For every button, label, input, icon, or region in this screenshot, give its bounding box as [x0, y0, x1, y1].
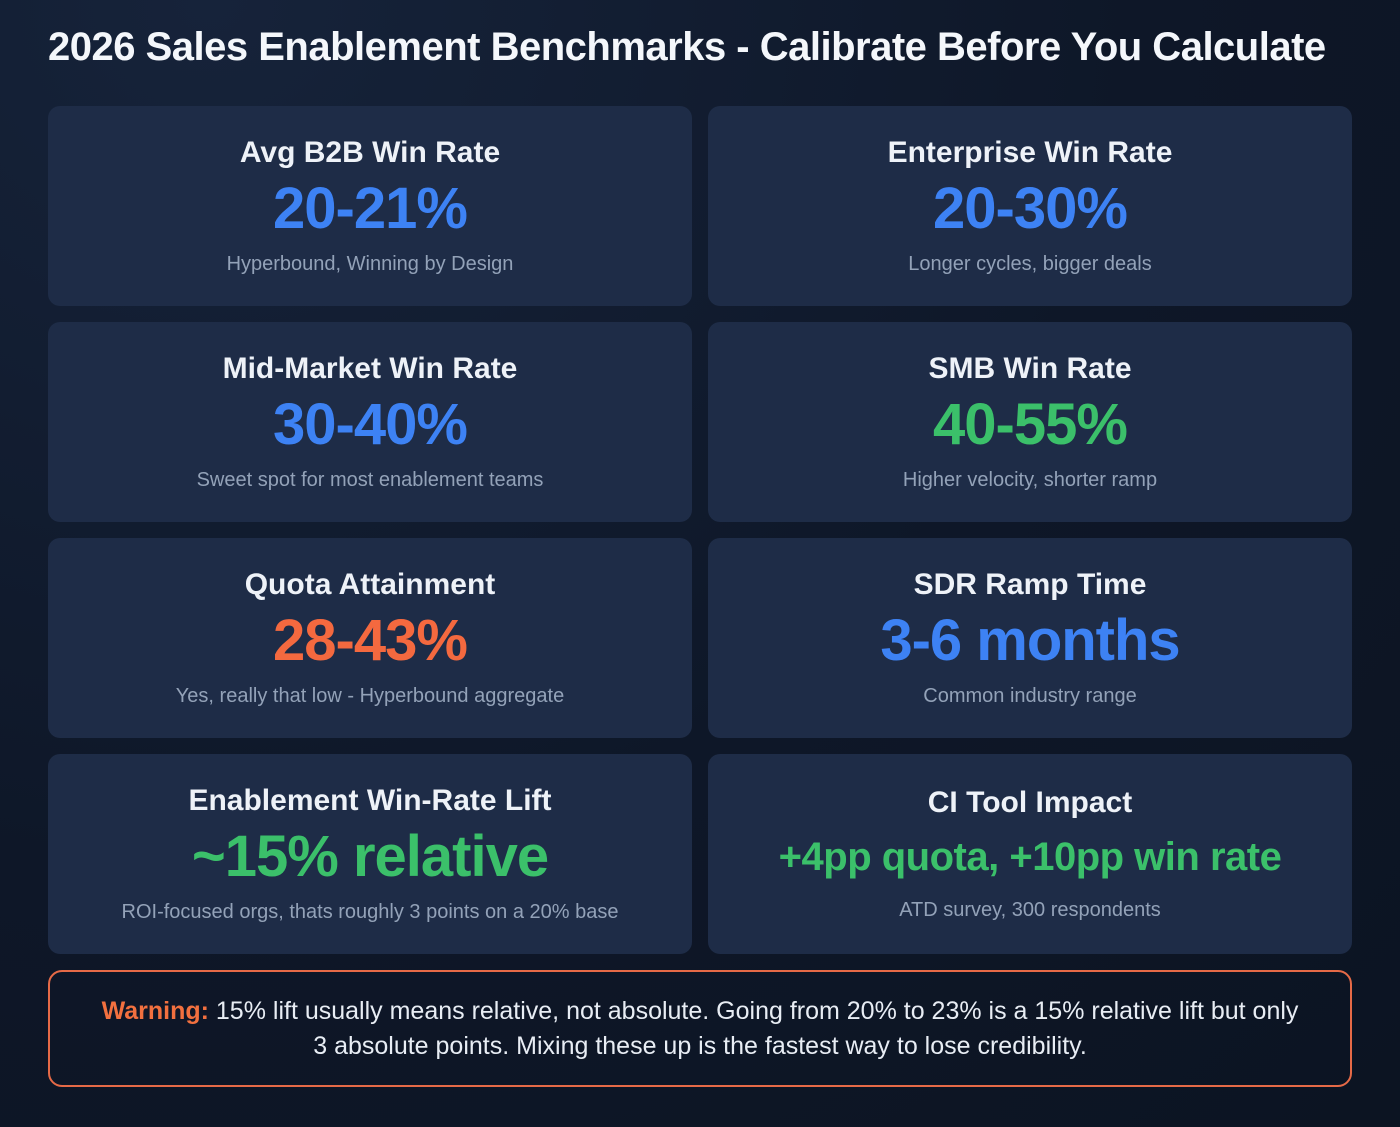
card-subtitle: Yes, really that low - Hyperbound aggreg… [175, 684, 565, 707]
card-avg-b2b-win-rate: Avg B2B Win Rate 20-21% Hyperbound, Winn… [48, 106, 692, 306]
card-value: ~15% relative [191, 824, 549, 890]
card-title: Quota Attainment [244, 568, 496, 602]
card-subtitle: Longer cycles, bigger deals [908, 252, 1152, 275]
card-smb-win-rate: SMB Win Rate 40-55% Higher velocity, sho… [708, 322, 1352, 522]
card-title: Mid-Market Win Rate [222, 352, 518, 386]
card-value: 20-30% [933, 176, 1128, 242]
card-subtitle: ATD survey, 300 respondents [899, 898, 1161, 921]
card-title: Enablement Win-Rate Lift [188, 784, 552, 818]
card-enterprise-win-rate: Enterprise Win Rate 20-30% Longer cycles… [708, 106, 1352, 306]
warning-text: 15% lift usually means relative, not abs… [215, 997, 1299, 1060]
benchmark-grid: Avg B2B Win Rate 20-21% Hyperbound, Winn… [48, 106, 1352, 954]
card-subtitle: Higher velocity, shorter ramp [902, 468, 1158, 491]
card-value: 3-6 months [880, 608, 1180, 674]
card-ci-tool-impact: CI Tool Impact +4pp quota, +10pp win rat… [708, 754, 1352, 954]
card-value: 20-21% [273, 176, 468, 242]
card-value: +4pp quota, +10pp win rate [778, 835, 1282, 880]
card-subtitle: Common industry range [923, 684, 1137, 707]
card-mid-market-win-rate: Mid-Market Win Rate 30-40% Sweet spot fo… [48, 322, 692, 522]
card-sdr-ramp-time: SDR Ramp Time 3-6 months Common industry… [708, 538, 1352, 738]
card-title: Enterprise Win Rate [887, 136, 1173, 170]
card-title: CI Tool Impact [927, 786, 1133, 820]
card-title: SMB Win Rate [928, 352, 1132, 386]
card-subtitle: Sweet spot for most enablement teams [196, 468, 544, 491]
warning-label: Warning: [101, 997, 216, 1025]
card-title: SDR Ramp Time [913, 568, 1147, 602]
card-subtitle: ROI-focused orgs, thats roughly 3 points… [121, 900, 619, 923]
card-quota-attainment: Quota Attainment 28-43% Yes, really that… [48, 538, 692, 738]
card-enablement-win-rate-lift: Enablement Win-Rate Lift ~15% relative R… [48, 754, 692, 954]
page-title: 2026 Sales Enablement Benchmarks - Calib… [48, 25, 1326, 69]
card-value: 40-55% [933, 392, 1128, 458]
warning-box: Warning: 15% lift usually means relative… [48, 970, 1352, 1087]
card-value: 30-40% [273, 392, 468, 458]
card-title: Avg B2B Win Rate [239, 136, 501, 170]
card-subtitle: Hyperbound, Winning by Design [226, 252, 514, 275]
card-value: 28-43% [273, 608, 468, 674]
